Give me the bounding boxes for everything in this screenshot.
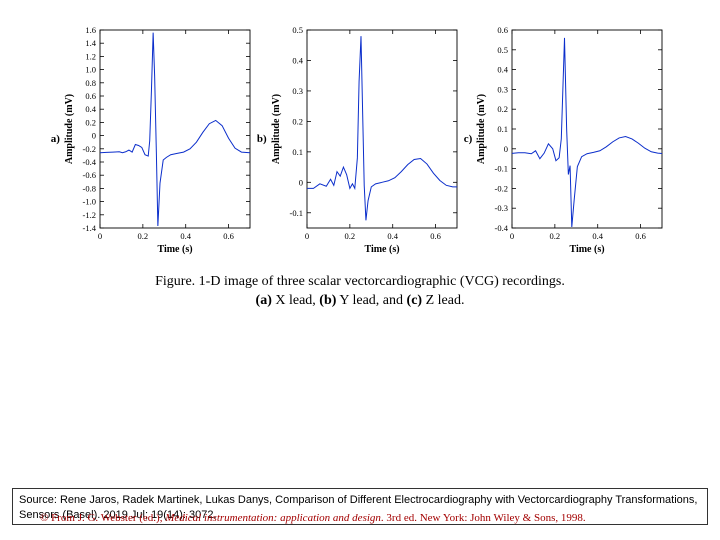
svg-text:0.6: 0.6 — [85, 91, 96, 101]
panel-b: b) 0 0.2 0.4 0.6 -0.1 0 0.1 0.2 0.3 0.4 0.5 Time (s… — [257, 22, 464, 255]
panel-a: a) 0 0.2 0.4 0.6 -1.4 -1.2 -1.0 -0.8 -0.6 -0.4 -0.… — [51, 22, 257, 255]
source-region: Source: Rene Jaros, Radek Martinek, Luka… — [12, 488, 708, 524]
svg-text:0.6: 0.6 — [223, 231, 234, 241]
credit-line: © From J. G. Webster (ed.), Medical inst… — [40, 512, 708, 524]
svg-text:0.4: 0.4 — [498, 65, 509, 75]
caption-line1: Figure. 1-D image of three scalar vector… — [155, 274, 565, 289]
svg-text:0.2: 0.2 — [137, 231, 148, 241]
svg-text:0.4: 0.4 — [292, 55, 303, 65]
svg-text:0.2: 0.2 — [498, 104, 509, 114]
svg-text:-0.8: -0.8 — [82, 183, 95, 193]
panel-letter-b: b) — [257, 133, 267, 145]
svg-text:Amplitude (mV): Amplitude (mV) — [64, 94, 75, 164]
svg-text:1.6: 1.6 — [85, 25, 96, 35]
svg-text:1.4: 1.4 — [85, 38, 96, 48]
panel-letter-c: c) — [464, 133, 473, 145]
credit-italic: Medical instrumentation: application and… — [165, 512, 381, 524]
svg-text:Amplitude (mV): Amplitude (mV) — [476, 94, 487, 164]
svg-text:0.5: 0.5 — [498, 45, 509, 55]
svg-text:-1.0: -1.0 — [82, 197, 95, 207]
caption-ct: Z lead. — [422, 293, 464, 308]
svg-text:0.6: 0.6 — [498, 25, 509, 35]
svg-text:0.1: 0.1 — [498, 124, 509, 134]
svg-text:0.6: 0.6 — [636, 231, 647, 241]
svg-text:0.2: 0.2 — [344, 231, 355, 241]
svg-text:0.6: 0.6 — [430, 231, 441, 241]
panel-row: a) 0 0.2 0.4 0.6 -1.4 -1.2 -1.0 -0.8 -0.6 -0.4 -0.… — [0, 0, 720, 255]
svg-text:0: 0 — [305, 231, 309, 241]
credit-1: © From J. G. Webster (ed.), — [40, 512, 165, 524]
caption-bt: Y lead, and — [336, 293, 406, 308]
chart-b: 0 0.2 0.4 0.6 -0.1 0 0.1 0.2 0.3 0.4 0.5 Time (s) Am… — [269, 22, 464, 255]
svg-text:0.4: 0.4 — [85, 104, 96, 114]
svg-text:0.4: 0.4 — [593, 231, 604, 241]
panel-letter-a: a) — [51, 133, 60, 145]
svg-text:0: 0 — [504, 144, 508, 154]
svg-text:Time (s): Time (s) — [364, 244, 399, 255]
chart-a: 0 0.2 0.4 0.6 -1.4 -1.2 -1.0 -0.8 -0.6 -0.4 -0.2 0 0… — [62, 22, 257, 255]
svg-text:-0.6: -0.6 — [82, 170, 95, 180]
svg-text:-0.1: -0.1 — [289, 208, 302, 218]
svg-text:Amplitude (mV): Amplitude (mV) — [271, 94, 282, 164]
svg-text:0.2: 0.2 — [292, 116, 303, 126]
svg-text:-0.3: -0.3 — [495, 203, 508, 213]
credit-2: . 3rd ed. New York: John Wiley & Sons, 1… — [381, 512, 586, 524]
svg-text:1.0: 1.0 — [85, 65, 96, 75]
caption-b: (b) — [319, 293, 336, 308]
chart-c: 0 0.2 0.4 0.6 -0.4 -0.3 -0.2 -0.1 0 0.1 0.2 0.3 0.4 0… — [474, 22, 669, 255]
figure-caption: Figure. 1-D image of three scalar vector… — [0, 273, 720, 311]
svg-text:1.2: 1.2 — [85, 51, 96, 61]
svg-text:0.1: 0.1 — [292, 147, 303, 157]
svg-text:0.2: 0.2 — [550, 231, 561, 241]
svg-text:0: 0 — [510, 231, 514, 241]
svg-text:-0.2: -0.2 — [82, 144, 95, 154]
svg-text:-1.4: -1.4 — [82, 223, 96, 233]
svg-text:0: 0 — [298, 177, 302, 187]
svg-text:0.3: 0.3 — [498, 84, 509, 94]
svg-text:-1.2: -1.2 — [82, 210, 95, 220]
svg-text:0.5: 0.5 — [292, 25, 303, 35]
svg-text:-0.4: -0.4 — [495, 223, 509, 233]
svg-text:0: 0 — [92, 131, 96, 141]
svg-text:0: 0 — [98, 231, 102, 241]
svg-text:0.4: 0.4 — [180, 231, 191, 241]
svg-text:-0.2: -0.2 — [495, 183, 508, 193]
svg-text:Time (s): Time (s) — [157, 244, 192, 255]
svg-text:Time (s): Time (s) — [570, 244, 605, 255]
svg-text:0.3: 0.3 — [292, 86, 303, 96]
caption-c: (c) — [407, 293, 423, 308]
svg-text:0.4: 0.4 — [387, 231, 398, 241]
svg-text:-0.1: -0.1 — [495, 164, 508, 174]
panel-c: c) 00.20.40.6-0.4-0.3-0.2-0.100.10.20.30… — [464, 22, 670, 255]
svg-text:-0.4: -0.4 — [82, 157, 96, 167]
svg-text:0.8: 0.8 — [85, 78, 96, 88]
svg-text:0.2: 0.2 — [85, 117, 96, 127]
caption-at: X lead, — [272, 293, 319, 308]
caption-a: (a) — [256, 293, 272, 308]
